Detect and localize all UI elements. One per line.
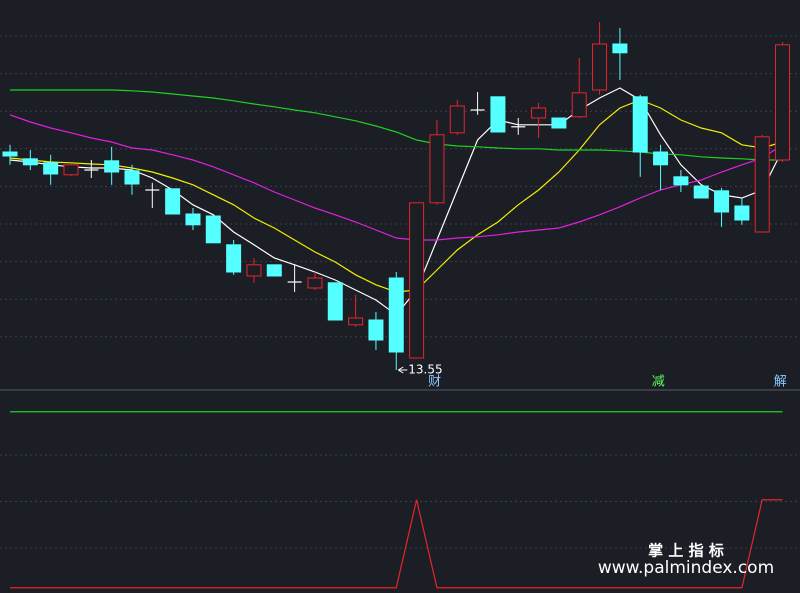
candle-body [226, 244, 242, 273]
candle-body [571, 92, 587, 118]
annotation-label: 减 [652, 375, 665, 390]
candle-body [368, 319, 384, 341]
candle-body [165, 188, 181, 215]
candle-body [307, 277, 323, 289]
candle-body [63, 164, 79, 176]
candle-body [693, 185, 709, 199]
candle-body [22, 158, 38, 166]
candle-body [266, 264, 282, 277]
candle-body [551, 117, 567, 129]
indicator-line [10, 499, 783, 589]
candle-body [409, 202, 425, 359]
candle-body [185, 213, 201, 226]
candle-body [775, 44, 791, 161]
watermark-title: 掌 上 指 标 [648, 542, 724, 560]
annotation-label: 13.55 [408, 363, 442, 377]
candle-body [673, 176, 689, 186]
candle-body [612, 43, 628, 54]
candle-body [43, 162, 59, 175]
candle-body [714, 190, 730, 213]
candle-body [734, 205, 750, 221]
candle-body [592, 43, 608, 91]
candle-body [327, 282, 343, 321]
moving-average-line [9, 114, 783, 241]
candle-body [2, 151, 18, 157]
candle-body [632, 96, 648, 153]
candle-body [104, 160, 120, 173]
candle-body [449, 105, 465, 134]
candle-body [490, 96, 506, 133]
candle-body [388, 277, 404, 353]
candle-body [754, 136, 770, 233]
candle-body [653, 151, 669, 166]
annotation-label: 解 [774, 375, 787, 390]
annotation-label: 财 [428, 375, 441, 390]
annotation-arrow [398, 366, 408, 374]
watermark-url: www.palmindex.com [598, 558, 774, 578]
candle-body [348, 317, 364, 326]
candle-body [246, 264, 262, 277]
candle-body [531, 107, 547, 119]
candle-body [429, 134, 445, 204]
candle-body [205, 215, 221, 244]
candle-body [124, 170, 140, 185]
